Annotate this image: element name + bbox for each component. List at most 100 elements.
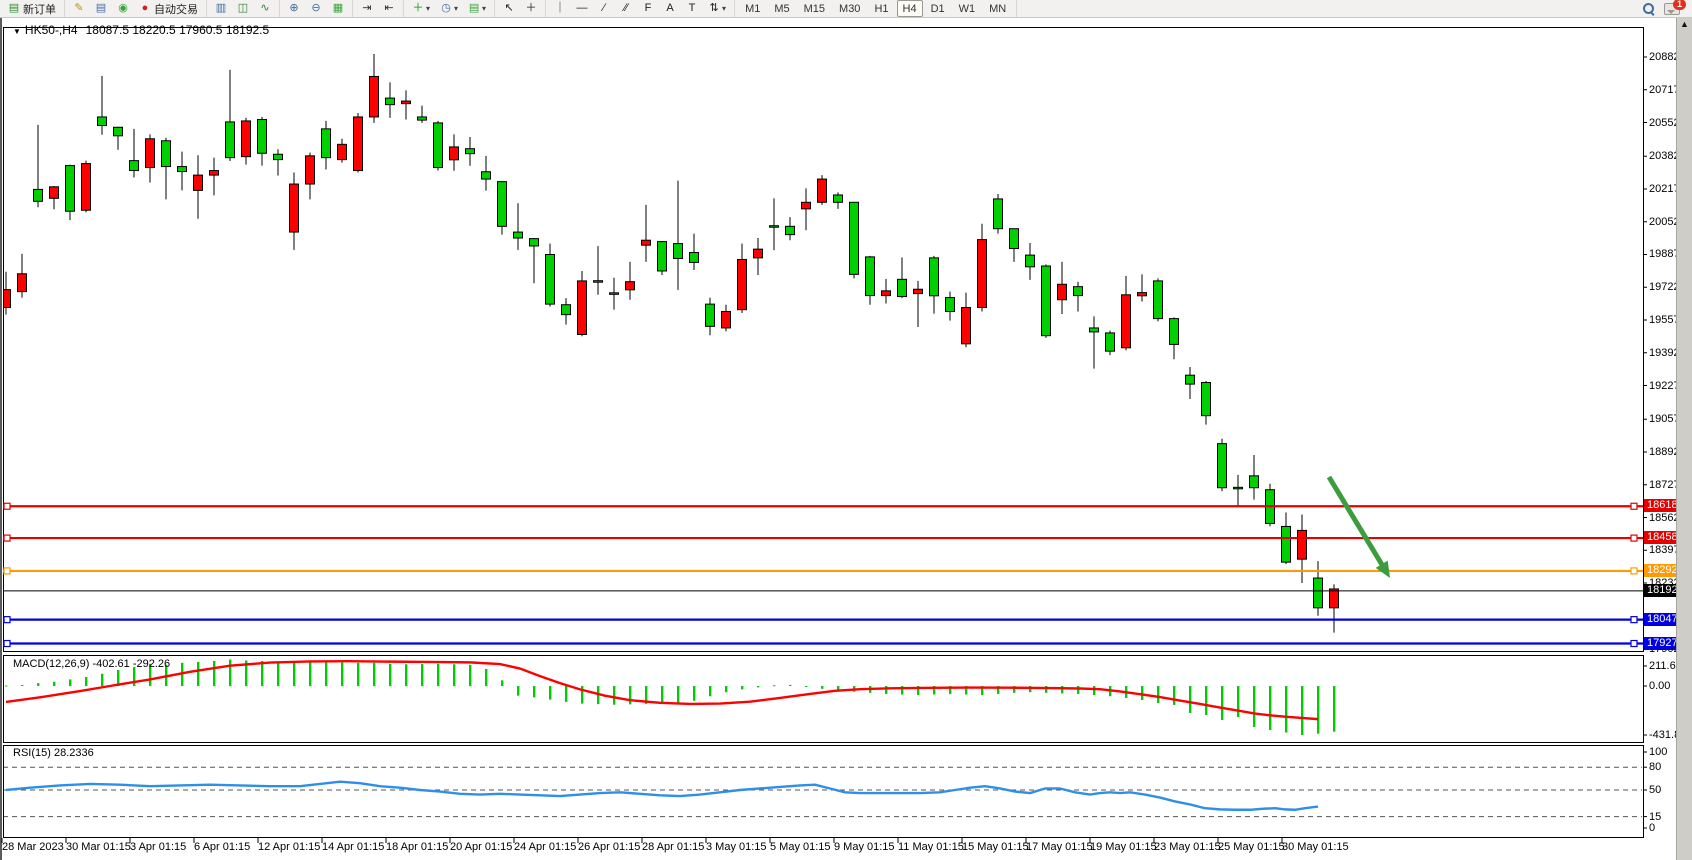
chart-shift-button[interactable]: ⇤ — [379, 0, 399, 17]
chart-symbol-period: HK50-,H4 — [24, 23, 78, 37]
signals-button[interactable]: ◉ — [113, 0, 133, 17]
timeframe-w1[interactable]: W1 — [958, 2, 976, 15]
bull-candle — [561, 304, 571, 316]
text-button[interactable]: A — [660, 0, 680, 17]
chart-canvas[interactable] — [0, 18, 1692, 860]
bull-candle — [673, 243, 683, 259]
timeframe-mn[interactable]: MN — [989, 2, 1007, 15]
macd-label: MACD(12,26,9) -402.61 -292.26 — [13, 658, 170, 670]
hline-handle[interactable] — [3, 639, 11, 648]
equidistant-channel-button[interactable]: ∕∕ — [616, 0, 636, 17]
macd-histogram-bar — [1253, 686, 1256, 727]
macd-histogram-bar — [901, 686, 904, 695]
macd-histogram-bar — [37, 683, 40, 686]
chat-icon[interactable]: 1 — [1664, 0, 1686, 15]
bull-candle — [1089, 327, 1099, 333]
cursor-button-icon: ↖ — [504, 2, 514, 14]
chevron-down-icon[interactable]: ▾ — [722, 4, 727, 13]
hline-handle[interactable] — [3, 616, 11, 624]
chevron-down-icon[interactable]: ▾ — [482, 4, 487, 13]
timeframe-m30[interactable]: M30 — [839, 2, 861, 15]
bear-candle — [977, 239, 987, 308]
fibonacci-button[interactable]: F — [638, 0, 658, 17]
bull-candle — [465, 148, 475, 155]
candlestick-chart-button-icon: ◫ — [237, 2, 249, 14]
chevron-down-icon[interactable]: ▾ — [454, 4, 459, 13]
annotation-arrow-shaft[interactable] — [1326, 475, 1386, 570]
trendline-button[interactable]: ∕ — [594, 0, 614, 17]
candlestick-chart-button[interactable]: ◫ — [233, 0, 253, 17]
timeframe-h4[interactable]: H4 — [896, 0, 923, 17]
annotation-arrow-head[interactable] — [1375, 560, 1390, 578]
macd-histogram-bar — [421, 664, 424, 686]
cursor-button[interactable]: ↖ — [499, 0, 519, 17]
styler-button[interactable]: ✎ — [69, 0, 89, 17]
zoom-out-button[interactable]: ⊖ — [306, 0, 326, 17]
bear-candle — [4, 289, 11, 308]
hline-handle[interactable] — [1630, 534, 1638, 542]
timeframe-h1[interactable]: H1 — [874, 2, 889, 15]
crosshair-button[interactable]: ＋ — [521, 0, 541, 17]
bull-candle — [1249, 475, 1259, 489]
bull-candle — [1073, 286, 1083, 297]
new-order-button[interactable]: ▤ 新订单 — [4, 0, 60, 17]
bull-candle — [929, 257, 939, 297]
bar-chart-button[interactable]: ▥ — [211, 0, 231, 17]
zoom-in-button[interactable]: ⊕ — [284, 0, 304, 17]
date-tick-label: 17 May 01:15 — [1026, 841, 1093, 853]
metaeditor-button[interactable]: ▤ — [91, 0, 111, 17]
bull-candle — [849, 201, 859, 275]
hline-handle[interactable] — [1630, 639, 1638, 648]
macd-histogram-bar — [757, 686, 760, 688]
label-button[interactable]: T — [682, 0, 702, 17]
hline-handle[interactable] — [3, 567, 11, 575]
timeframe-m15[interactable]: M15 — [803, 2, 826, 15]
vertical-scrollbar[interactable]: ▲ — [1676, 18, 1692, 860]
bull-candle — [993, 198, 1003, 230]
bear-candle — [913, 288, 923, 295]
date-tick-label: 9 May 01:15 — [834, 841, 895, 853]
macd-histogram-bar — [885, 686, 888, 694]
timeframe-m5[interactable]: M5 — [774, 2, 790, 15]
bear-candle — [401, 100, 411, 105]
horizontal-line-button[interactable]: — — [572, 0, 592, 17]
notification-badge[interactable]: 1 — [1673, 0, 1686, 10]
auto-scroll-button[interactable]: ⇥ — [357, 0, 377, 17]
hline-handle[interactable] — [1630, 502, 1638, 510]
hline-handle[interactable] — [1630, 616, 1638, 624]
macd-histogram-bar — [293, 661, 296, 686]
macd-histogram-bar — [821, 686, 824, 689]
search-icon[interactable] — [1643, 3, 1655, 16]
bear-candle — [801, 201, 811, 210]
indicators-button[interactable]: ＋ ▾ — [408, 0, 434, 17]
macd-histogram-bar — [805, 686, 808, 687]
chevron-down-icon[interactable]: ▼ — [13, 27, 21, 36]
templates-button[interactable]: ▤ ▾ — [464, 0, 490, 17]
timeframe-d1[interactable]: D1 — [930, 2, 945, 15]
macd-histogram-bar — [501, 680, 504, 686]
bull-candle — [257, 119, 267, 154]
arrows-button[interactable]: ⇅ ▾ — [704, 0, 730, 17]
hline-handle[interactable] — [1630, 567, 1638, 575]
vertical-line-button[interactable]: ｜ — [550, 0, 570, 17]
hline-handle[interactable] — [3, 502, 11, 510]
autotrading-button[interactable]: ● 自动交易 — [135, 0, 202, 17]
macd-histogram-bar — [133, 667, 136, 686]
bear-candle — [193, 174, 203, 191]
periods-button[interactable]: ◷ ▾ — [436, 0, 462, 17]
macd-histogram-bar — [1269, 686, 1272, 731]
bull-candle — [1217, 443, 1227, 489]
bull-candle — [1169, 318, 1179, 345]
bear-candle — [145, 138, 155, 169]
macd-histogram-bar — [261, 660, 264, 686]
date-tick-label: 11 May 01:15 — [898, 841, 964, 853]
date-tick-label: 12 Apr 01:15 — [258, 841, 321, 853]
bull-candle — [385, 97, 395, 106]
macd-signal-value: -292.26 — [132, 658, 171, 670]
line-chart-button[interactable]: ∿ — [255, 0, 275, 17]
hline-handle[interactable] — [3, 534, 11, 542]
tile-windows-button[interactable]: ▦ — [328, 0, 348, 17]
chevron-down-icon[interactable]: ▾ — [426, 4, 431, 13]
scroll-up-icon[interactable]: ▲ — [1680, 19, 1689, 29]
timeframe-m1[interactable]: M1 — [745, 2, 761, 15]
